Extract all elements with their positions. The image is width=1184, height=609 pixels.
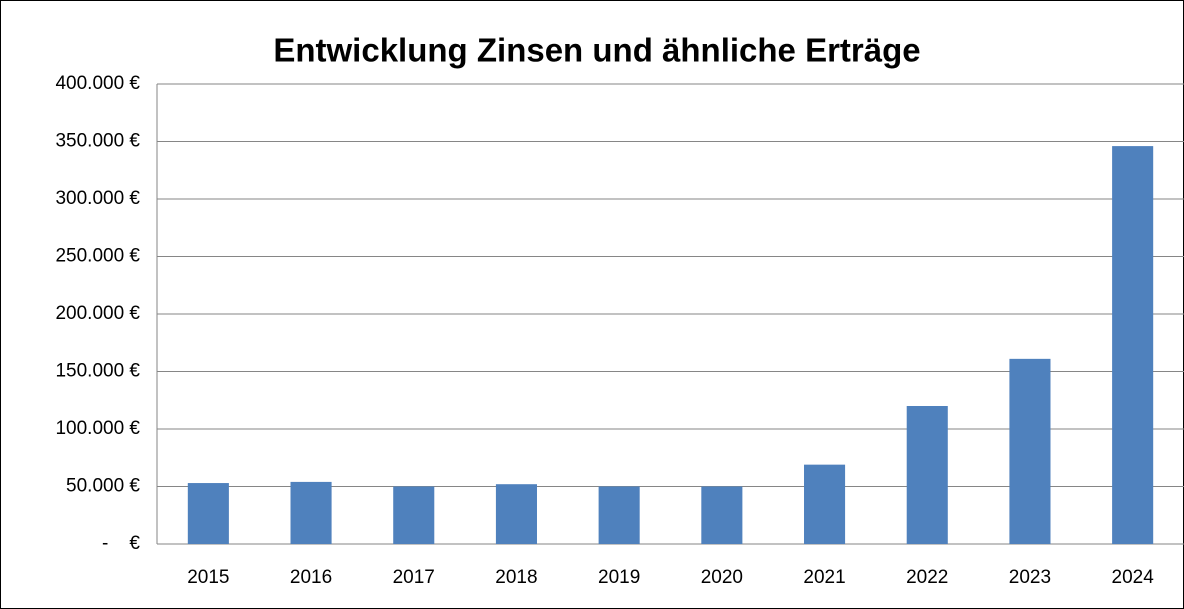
x-tick-label: 2021 [803,567,845,588]
y-tick-label: 350.000 € [55,131,140,152]
x-tick-label: 2017 [393,567,435,588]
x-tick-label: 2023 [1009,567,1051,588]
bar [906,406,948,544]
y-tick-label: 300.000 € [55,188,140,209]
bar [1112,146,1154,544]
y-tick-label: 50.000 € [66,476,140,497]
y-tick-label: - € [102,533,140,554]
bar [187,483,229,544]
bar [701,486,743,544]
x-tick-label: 2019 [598,567,640,588]
bar [495,484,537,544]
x-tick-label: 2022 [906,567,948,588]
y-tick-label: 250.000 € [55,246,140,267]
x-tick-label: 2020 [701,567,743,588]
bar [393,486,435,544]
chart-title: Entwicklung Zinsen und ähnliche Erträge [273,32,920,69]
bar [598,486,640,544]
y-tick-label: 400.000 € [55,73,140,94]
y-tick-label: 200.000 € [55,303,140,324]
bar [804,464,846,544]
x-tick-label: 2018 [495,567,537,588]
bar [1009,358,1051,544]
x-tick-label: 2015 [187,567,229,588]
x-tick-label: 2024 [1112,567,1155,588]
y-tick-label: 150.000 € [55,361,140,382]
x-tick-label: 2016 [290,567,332,588]
y-tick-label: 100.000 € [55,418,140,439]
bar [290,481,332,544]
